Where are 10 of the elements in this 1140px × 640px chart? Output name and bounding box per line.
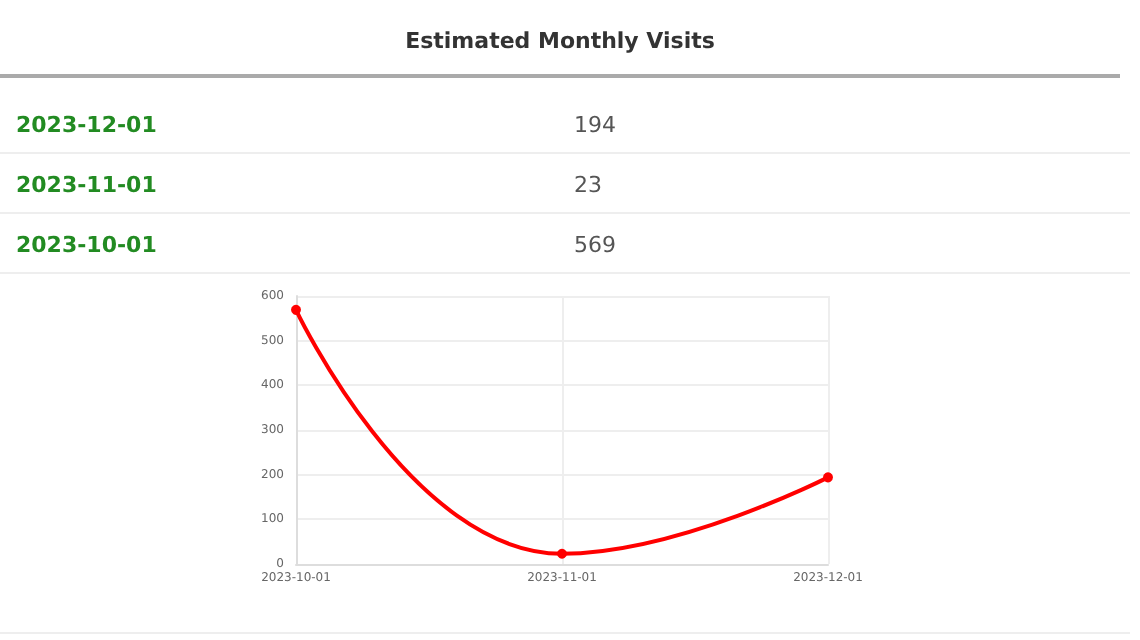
text: 2023-11-01	[16, 172, 157, 198]
text: 194	[574, 112, 616, 138]
text: 2023-12-01	[16, 112, 157, 138]
point	[557, 548, 567, 559]
point	[823, 472, 833, 483]
text: Estimated Monthly Visits	[403, 28, 717, 54]
point	[291, 304, 301, 315]
text: 569	[574, 232, 616, 258]
text: 23	[574, 172, 602, 198]
text: 2023-10-01	[16, 232, 157, 258]
